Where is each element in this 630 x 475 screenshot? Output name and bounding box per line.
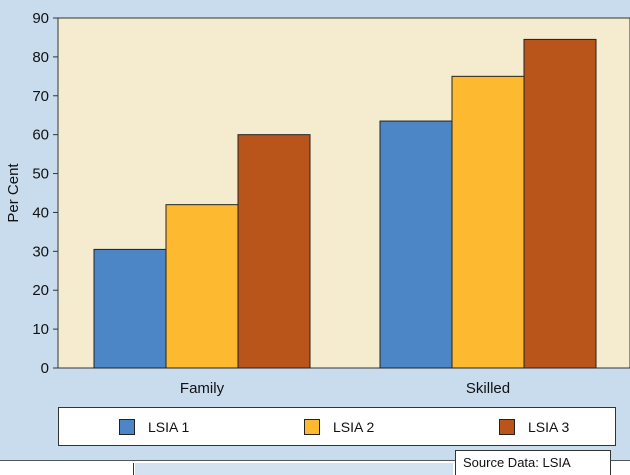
bottom-panel bbox=[135, 463, 453, 475]
y-tick-label: 30 bbox=[32, 243, 49, 260]
y-tick-label: 70 bbox=[32, 88, 49, 105]
y-axis: 0 10 20 30 40 50 60 70 80 90 bbox=[32, 10, 58, 377]
y-axis-title: Per Cent bbox=[5, 163, 22, 223]
bar-family-lsia-3 bbox=[237, 134, 311, 369]
legend: LSIA 1 LSIA 2 LSIA 3 bbox=[58, 407, 616, 446]
y-tick-label: 0 bbox=[41, 360, 49, 377]
bar-family-lsia-2 bbox=[165, 204, 239, 369]
y-tick-label: 60 bbox=[32, 127, 49, 144]
y-tick-label: 80 bbox=[32, 49, 49, 66]
legend-item-lsia-1: LSIA 1 bbox=[119, 418, 189, 436]
legend-swatch-lsia-1 bbox=[119, 419, 135, 435]
legend-swatch-lsia-3 bbox=[499, 419, 515, 435]
y-tick-label: 40 bbox=[32, 204, 49, 221]
bottom-divider bbox=[0, 463, 134, 475]
x-category-label: Family bbox=[180, 380, 225, 397]
bar-family-lsia-1 bbox=[93, 248, 167, 369]
x-category-label: Skilled bbox=[466, 380, 510, 397]
bar-skilled-lsia-1 bbox=[379, 120, 453, 369]
bar-skilled-lsia-3 bbox=[523, 38, 597, 369]
bars-group bbox=[93, 38, 597, 369]
bar-chart: 0 10 20 30 40 50 60 70 80 90 Family Skilled Per Ce… bbox=[5, 10, 630, 397]
y-tick-label: 90 bbox=[32, 10, 49, 27]
y-tick-label: 50 bbox=[32, 166, 49, 183]
legend-item-lsia-2: LSIA 2 bbox=[304, 418, 374, 436]
legend-label-lsia-1: LSIA 1 bbox=[148, 419, 190, 435]
legend-item-lsia-3: LSIA 3 bbox=[499, 418, 569, 436]
y-tick-label: 20 bbox=[32, 282, 49, 299]
legend-label-lsia-2: LSIA 2 bbox=[333, 419, 375, 435]
bar-skilled-lsia-2 bbox=[451, 75, 525, 369]
y-tick-label: 10 bbox=[32, 321, 49, 338]
legend-label-lsia-3: LSIA 3 bbox=[528, 419, 570, 435]
source-note: Source Data: LSIA bbox=[455, 450, 611, 475]
legend-swatch-lsia-2 bbox=[304, 419, 320, 435]
x-axis: Family Skilled bbox=[180, 380, 510, 397]
